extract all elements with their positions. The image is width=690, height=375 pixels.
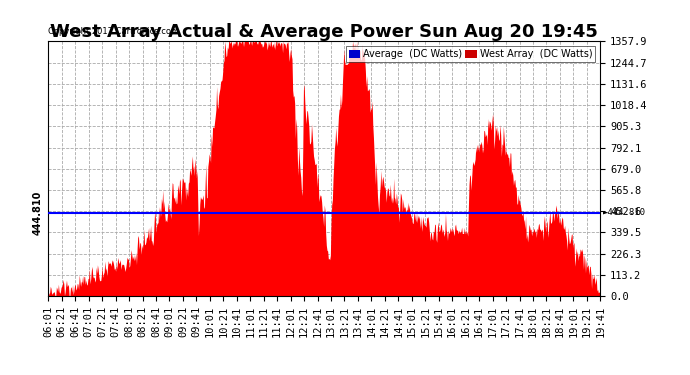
Text: ►444.810: ►444.810 <box>603 208 646 217</box>
Text: 444.810: 444.810 <box>33 190 43 235</box>
Title: West Array Actual & Average Power Sun Aug 20 19:45: West Array Actual & Average Power Sun Au… <box>50 23 598 41</box>
Legend: Average  (DC Watts), West Array  (DC Watts): Average (DC Watts), West Array (DC Watts… <box>346 46 595 62</box>
Text: Copyright 2017 Cartronics.com: Copyright 2017 Cartronics.com <box>48 27 179 36</box>
